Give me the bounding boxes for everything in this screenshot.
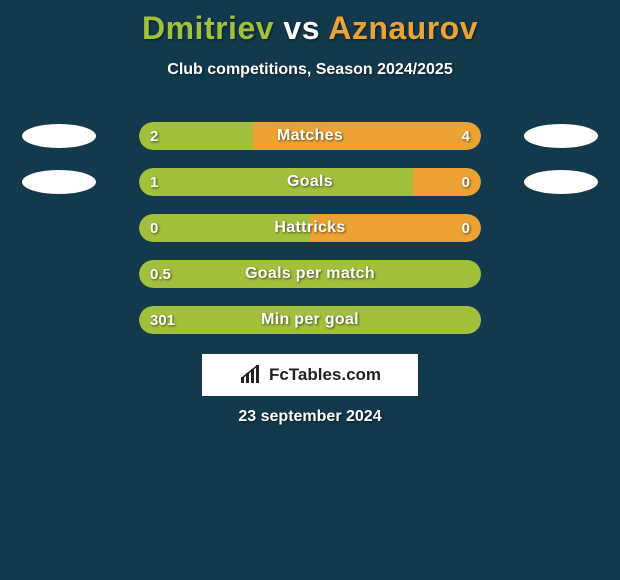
stat-row: Goals1 0 <box>0 168 620 196</box>
stat-label: Hattricks <box>139 214 481 242</box>
player1-badge <box>22 170 96 194</box>
stat-bar-track: Hattricks <box>139 214 481 242</box>
stat-label: Min per goal <box>139 306 481 334</box>
stat-value-left: 0 <box>150 214 158 242</box>
brand-box: FcTables.com <box>202 354 418 396</box>
page-title: Dmitriev vs Aznaurov <box>0 0 620 47</box>
stat-value-left: 301 <box>150 306 175 334</box>
stat-row: Matches2 4 <box>0 122 620 150</box>
stat-label: Goals <box>139 168 481 196</box>
player1-badge <box>22 124 96 148</box>
stat-label: Matches <box>139 122 481 150</box>
stat-value-left: 1 <box>150 168 158 196</box>
stat-row: Goals per match0.5 <box>0 260 620 288</box>
stat-bar-track: Goals per match <box>139 260 481 288</box>
player1-name: Dmitriev <box>142 10 274 46</box>
stat-label: Goals per match <box>139 260 481 288</box>
stat-bar-track: Matches <box>139 122 481 150</box>
date-text: 23 september 2024 <box>0 408 620 426</box>
brand-text: FcTables.com <box>269 365 381 385</box>
subtitle: Club competitions, Season 2024/2025 <box>0 61 620 79</box>
stats-container: Matches24Goals10Hattricks00Goals per mat… <box>0 122 620 334</box>
stat-bar-track: Min per goal <box>139 306 481 334</box>
stat-value-left: 0.5 <box>150 260 171 288</box>
player2-name: Aznaurov <box>328 10 478 46</box>
stat-value-right: 0 <box>462 214 470 242</box>
brand-icon <box>239 365 263 385</box>
stat-value-right: 4 <box>462 122 470 150</box>
player2-badge <box>524 124 598 148</box>
stat-value-right: 0 <box>462 168 470 196</box>
stat-bar-track: Goals <box>139 168 481 196</box>
player2-badge <box>524 170 598 194</box>
stat-value-left: 2 <box>150 122 158 150</box>
stat-row: Min per goal301 <box>0 306 620 334</box>
stat-row: Hattricks0 0 <box>0 214 620 242</box>
vs-text: vs <box>283 10 320 46</box>
